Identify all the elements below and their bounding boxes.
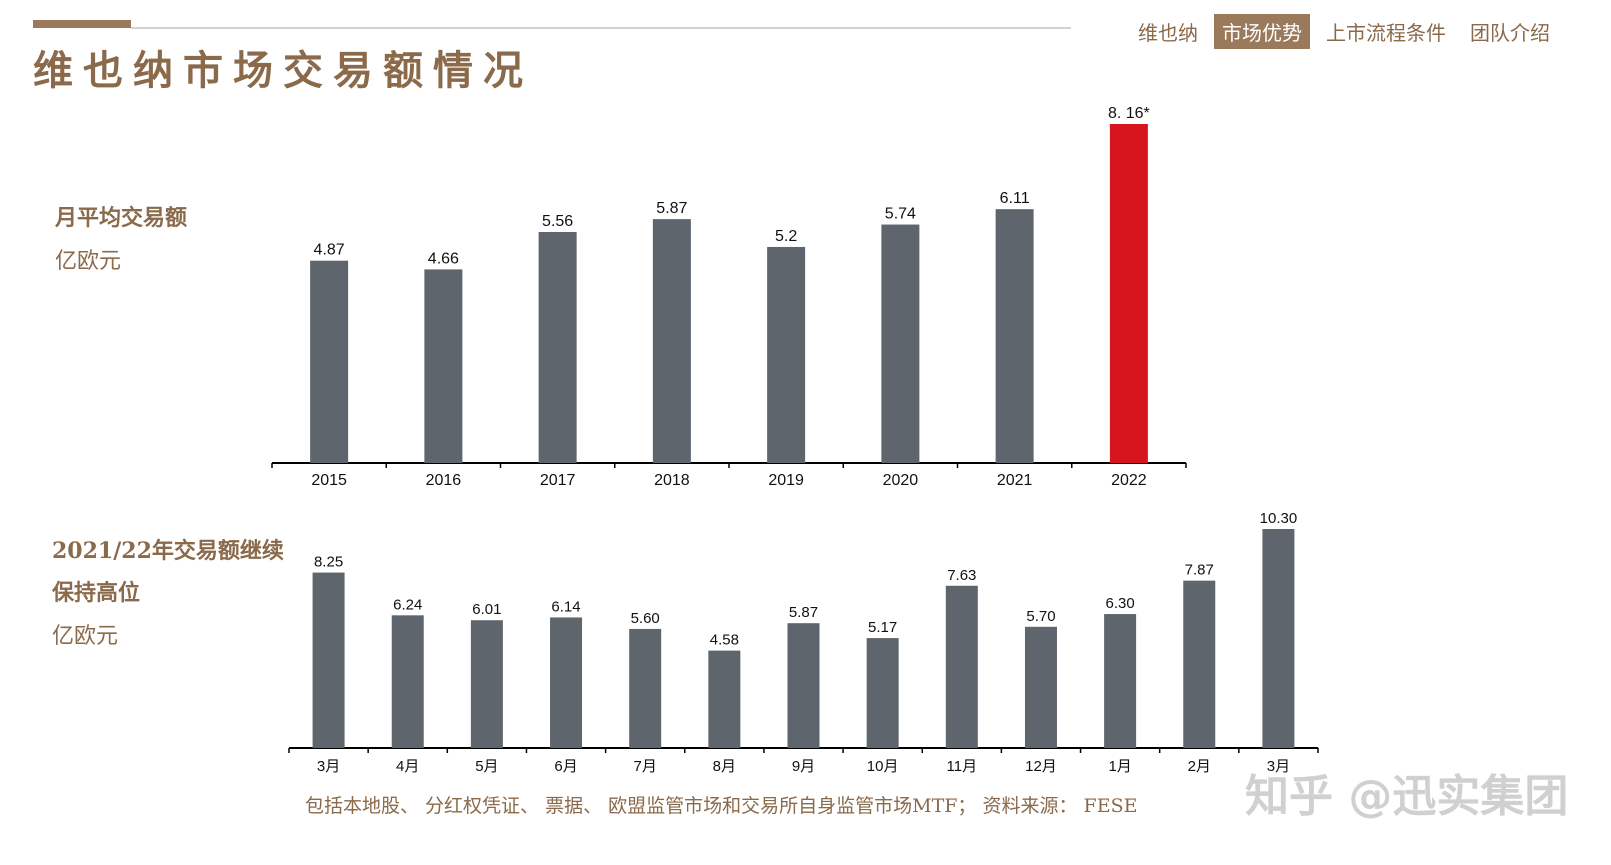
annual-category-label: 2018 (654, 472, 690, 489)
monthly-category-label: 11月 (947, 758, 978, 775)
monthly-data-label: 4.58 (710, 632, 739, 649)
monthly-data-label: 5.87 (789, 604, 818, 621)
annual-bar (310, 260, 349, 463)
annual-bar (1109, 124, 1148, 463)
monthly-bar (945, 585, 978, 748)
monthly-data-label: 6.24 (393, 596, 422, 613)
monthly-data-label: 6.14 (551, 598, 580, 615)
monthly-category-label: 6月 (554, 758, 577, 775)
monthly-data-label: 8.25 (314, 554, 343, 571)
monthly-bar (1104, 614, 1137, 748)
bottom-chart-title-line1: 2021/22年交易额继续 (52, 538, 284, 564)
monthly-data-label: 7.87 (1185, 562, 1214, 579)
monthly-bar (1024, 626, 1057, 748)
watermark: 知乎 @迅实集团 (1245, 771, 1569, 822)
monthly-data-label: 5.70 (1026, 608, 1055, 625)
page-title: 维也纳市场交易额情况 (33, 47, 533, 94)
header-accent-bar (33, 20, 131, 28)
monthly-data-label: 10.30 (1260, 510, 1298, 527)
annual-bar (767, 246, 806, 463)
bottom-chart-unit: 亿欧元 (52, 624, 119, 649)
annual-data-label: 4.66 (428, 250, 459, 267)
annual-data-label: 5.87 (656, 200, 687, 217)
monthly-data-label: 7.63 (947, 567, 976, 584)
monthly-data-label: 6.30 (1106, 595, 1135, 612)
monthly-bar (312, 572, 345, 748)
annual-data-label: 4.87 (314, 242, 345, 259)
annual-category-label: 2019 (768, 472, 804, 489)
bottom-chart-title-line2: 保持高位 (52, 580, 141, 606)
monthly-category-label: 3月 (1267, 758, 1290, 775)
nav-item-market-advantage[interactable]: 市场优势 (1214, 14, 1310, 49)
annual-category-label: 2015 (311, 472, 347, 489)
nav-item-vienna[interactable]: 维也纳 (1138, 21, 1198, 45)
annual-data-label: 5.2 (775, 228, 797, 245)
monthly-category-label: 7月 (634, 758, 657, 775)
monthly-category-label: 3月 (317, 758, 340, 775)
monthly-data-label: 6.01 (472, 601, 501, 618)
top-chart-unit: 亿欧元 (55, 249, 122, 274)
monthly-data-label: 5.60 (631, 610, 660, 627)
annual-category-label: 2017 (540, 472, 576, 489)
nav-item-team[interactable]: 团队介绍 (1470, 21, 1550, 45)
annual-bar (995, 209, 1034, 463)
monthly-bar (1262, 529, 1295, 748)
monthly-bar (787, 623, 820, 748)
monthly-category-label: 8月 (713, 758, 736, 775)
annual-data-label: 5.74 (885, 206, 916, 223)
annual-bar (424, 269, 463, 463)
monthly-bar (550, 617, 583, 748)
monthly-category-label: 12月 (1025, 758, 1057, 775)
monthly-data-label: 5.17 (868, 619, 897, 636)
annual-data-label: 6.11 (1000, 190, 1030, 207)
footnote: 包括本地股、 分红权凭证、 票据、 欧盟监管市场和交易所自身监管市场MTF； 资… (305, 795, 1138, 817)
annual-category-label: 2022 (1111, 472, 1147, 489)
annual-category-label: 2016 (426, 472, 462, 489)
top-nav: 维也纳 市场优势 上市流程条件 团队介绍 (1130, 14, 1566, 49)
annual-data-label: 8. 16* (1108, 105, 1150, 122)
nav-item-listing-process[interactable]: 上市流程条件 (1326, 21, 1446, 45)
monthly-category-label: 10月 (867, 758, 899, 775)
monthly-bar (391, 615, 424, 748)
annual-category-label: 2021 (997, 472, 1033, 489)
monthly-category-label: 1月 (1108, 758, 1131, 775)
header-divider (131, 27, 1071, 29)
monthly-category-label: 5月 (475, 758, 498, 775)
monthly-bar (1183, 580, 1216, 748)
top-chart-title: 月平均交易额 (55, 205, 188, 231)
monthly-bar (629, 628, 662, 748)
monthly-category-label: 4月 (396, 758, 419, 775)
annual-bar (652, 219, 691, 463)
monthly-category-label: 9月 (792, 758, 815, 775)
monthly-category-label: 2月 (1188, 758, 1211, 775)
monthly-bar (708, 650, 741, 748)
monthly-bar (470, 620, 503, 748)
annual-data-label: 5.56 (542, 213, 573, 230)
annual-bar (538, 232, 577, 463)
monthly-bar (866, 638, 899, 748)
annual-category-label: 2020 (883, 472, 919, 489)
annual-bar (881, 224, 920, 463)
